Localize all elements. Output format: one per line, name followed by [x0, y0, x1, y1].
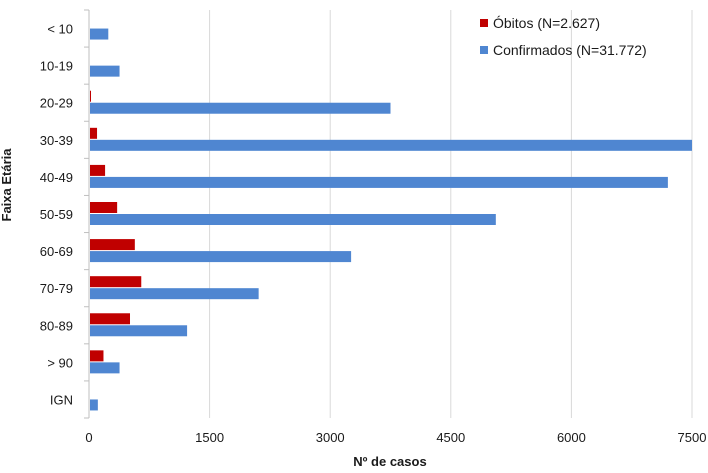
- bar-obitos: [90, 127, 98, 139]
- x-axis-title: Nº de casos: [353, 454, 426, 469]
- bar-obitos: [90, 350, 104, 362]
- bar-confirmados: [90, 139, 692, 151]
- bars: [90, 28, 692, 411]
- bar-confirmados: [90, 214, 496, 225]
- axes: 0 1500 3000 4500 6000 7500 < 10 10-19 20-29 30-39…: [40, 9, 707, 445]
- legend-label: Óbitos (N=2.627): [493, 15, 600, 31]
- y-category-label: 30-39: [40, 133, 73, 148]
- x-tick-label: 3000: [316, 430, 345, 445]
- bar-confirmados: [90, 362, 120, 374]
- y-axis-title: Faixa Etária: [0, 148, 14, 222]
- x-tick-label: 7500: [678, 430, 707, 445]
- bar-confirmados: [90, 102, 391, 114]
- bar-confirmados: [90, 325, 188, 337]
- x-tick-label: 0: [85, 430, 92, 445]
- y-category-label: > 90: [47, 355, 73, 370]
- x-tick-label: 1500: [195, 430, 224, 445]
- bar-obitos: [90, 90, 91, 102]
- y-category-label: IGN: [50, 392, 73, 407]
- bar-confirmados: [90, 399, 98, 411]
- y-category-label: 40-49: [40, 170, 73, 185]
- y-category-label: 20-29: [40, 96, 73, 111]
- y-category-label: 80-89: [40, 318, 73, 333]
- y-category-label: 60-69: [40, 244, 73, 259]
- y-category-label: 10-19: [40, 59, 73, 74]
- y-category-label: < 10: [47, 22, 73, 37]
- bar-obitos: [90, 164, 106, 176]
- y-category-label: 50-59: [40, 207, 73, 222]
- legend-swatch: [480, 19, 488, 27]
- bar-confirmados: [90, 288, 259, 300]
- bar-confirmados: [90, 65, 120, 77]
- bar-confirmados: [90, 28, 109, 40]
- bar-obitos: [90, 239, 135, 251]
- bar-confirmados: [90, 251, 352, 263]
- legend-label: Confirmados (N=31.772): [493, 42, 647, 58]
- bar-confirmados: [90, 176, 668, 188]
- legend: Óbitos (N=2.627) Confirmados (N=31.772): [480, 15, 647, 58]
- bar-obitos: [90, 313, 131, 325]
- y-category-label: 70-79: [40, 281, 73, 296]
- bar-obitos: [90, 276, 142, 288]
- x-tick-label: 6000: [557, 430, 586, 445]
- legend-swatch: [480, 46, 488, 54]
- x-tick-label: 4500: [436, 430, 465, 445]
- bar-obitos: [90, 202, 118, 213]
